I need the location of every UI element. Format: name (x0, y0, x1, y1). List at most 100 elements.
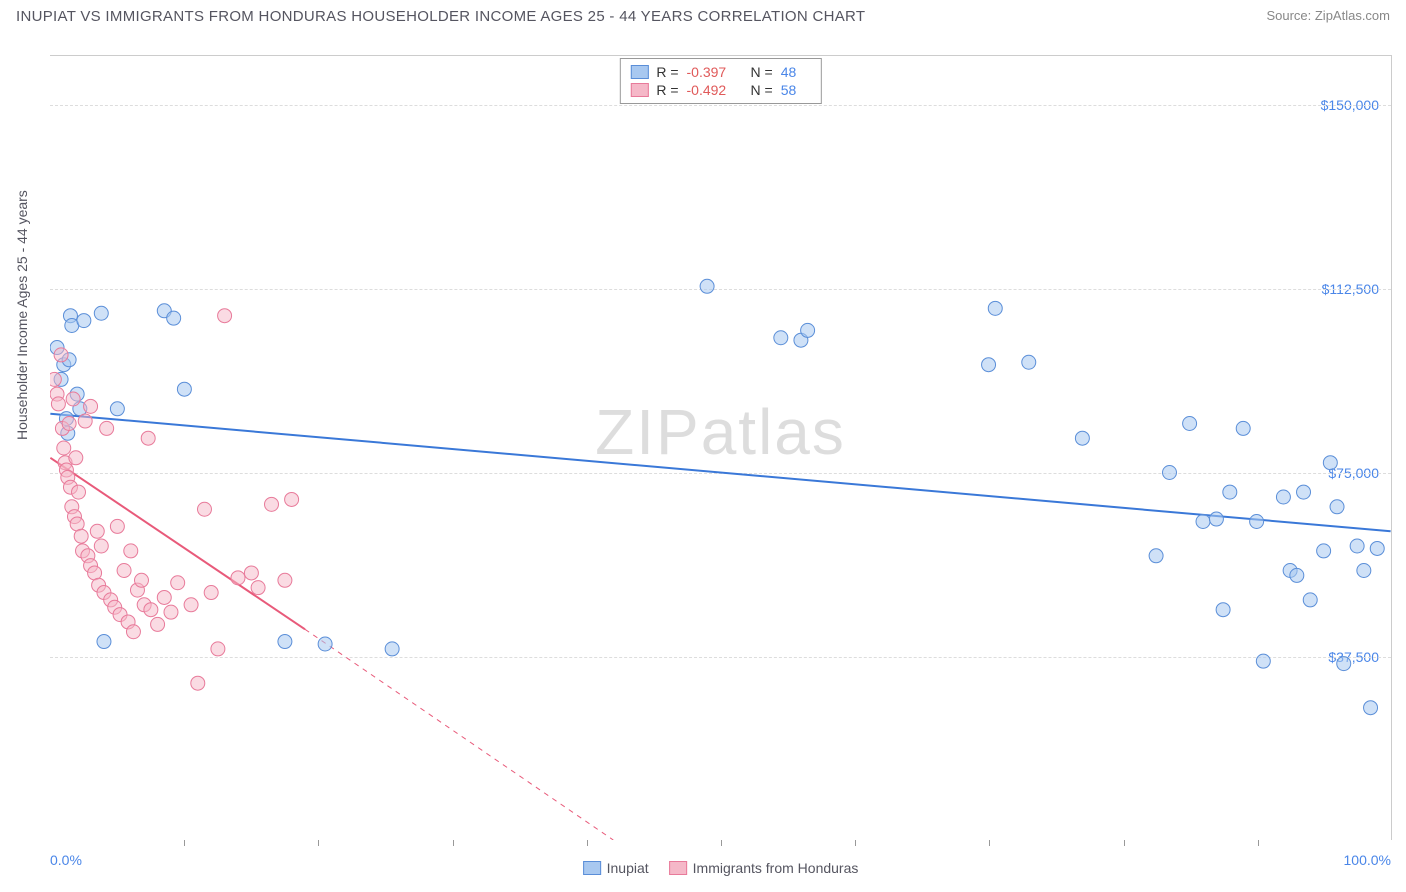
scatter-point (1364, 701, 1378, 715)
scatter-point (144, 603, 158, 617)
scatter-point (1370, 541, 1384, 555)
scatter-point (1149, 549, 1163, 563)
source-prefix: Source: (1266, 8, 1314, 23)
scatter-point (110, 402, 124, 416)
source-attribution: Source: ZipAtlas.com (1266, 8, 1390, 23)
scatter-point (157, 590, 171, 604)
scatter-point (1317, 544, 1331, 558)
series-legend-item: Immigrants from Honduras (669, 860, 859, 876)
scatter-point (57, 441, 71, 455)
x-tick-mark (721, 840, 722, 846)
scatter-point (1330, 500, 1344, 514)
n-label: N = (751, 82, 773, 98)
x-tick-mark (1258, 840, 1259, 846)
scatter-point (84, 399, 98, 413)
scatter-point (74, 529, 88, 543)
scatter-point (151, 617, 165, 631)
scatter-point (78, 414, 92, 428)
scatter-point (1297, 485, 1311, 499)
correlation-legend: R = -0.397 N = 48R = -0.492 N = 58 (619, 58, 821, 104)
x-tick-mark (587, 840, 588, 846)
correlation-legend-row: R = -0.492 N = 58 (630, 81, 810, 99)
scatter-point (171, 576, 185, 590)
legend-swatch (630, 65, 648, 79)
n-value: 58 (781, 82, 811, 98)
x-axis-max-label: 100.0% (1344, 852, 1391, 868)
scatter-point (1075, 431, 1089, 445)
scatter-point (231, 571, 245, 585)
x-tick-mark (453, 840, 454, 846)
scatter-point (318, 637, 332, 651)
scatter-point (117, 564, 131, 578)
scatter-point (164, 605, 178, 619)
scatter-point (1223, 485, 1237, 499)
scatter-point (177, 382, 191, 396)
scatter-point (265, 497, 279, 511)
scatter-point (1323, 456, 1337, 470)
scatter-point (66, 392, 80, 406)
scatter-point (94, 306, 108, 320)
x-tick-mark (318, 840, 319, 846)
scatter-point (141, 431, 155, 445)
scatter-point (1256, 654, 1270, 668)
scatter-point (1209, 512, 1223, 526)
scatter-point (1022, 355, 1036, 369)
trend-line (50, 458, 305, 630)
scatter-point (218, 309, 232, 323)
scatter-point (184, 598, 198, 612)
scatter-point (1290, 568, 1304, 582)
scatter-point (72, 485, 86, 499)
scatter-point (90, 524, 104, 538)
scatter-point (211, 642, 225, 656)
scatter-point (1303, 593, 1317, 607)
scatter-point (1250, 515, 1264, 529)
scatter-point (197, 502, 211, 516)
scatter-plot-svg (50, 56, 1391, 840)
series-legend-label: Inupiat (607, 860, 649, 876)
scatter-point (1163, 466, 1177, 480)
scatter-point (51, 397, 65, 411)
r-value: -0.397 (687, 64, 743, 80)
scatter-point (1216, 603, 1230, 617)
r-value: -0.492 (687, 82, 743, 98)
source-link[interactable]: ZipAtlas.com (1315, 8, 1390, 23)
scatter-point (988, 301, 1002, 315)
scatter-point (285, 492, 299, 506)
scatter-point (278, 635, 292, 649)
series-legend-item: Inupiat (583, 860, 649, 876)
scatter-point (167, 311, 181, 325)
x-tick-mark (989, 840, 990, 846)
scatter-point (124, 544, 138, 558)
scatter-point (97, 635, 111, 649)
r-label: R = (656, 64, 678, 80)
series-legend: Inupiat Immigrants from Honduras (583, 860, 859, 876)
scatter-point (251, 581, 265, 595)
scatter-point (100, 421, 114, 435)
scatter-point (1183, 417, 1197, 431)
y-axis-label: Householder Income Ages 25 - 44 years (14, 190, 30, 440)
scatter-point (1357, 564, 1371, 578)
trend-line (50, 414, 1390, 532)
scatter-point (126, 625, 140, 639)
chart-title: INUPIAT VS IMMIGRANTS FROM HONDURAS HOUS… (16, 8, 865, 25)
scatter-point (385, 642, 399, 656)
correlation-legend-row: R =-0.397N =48 (630, 63, 810, 81)
scatter-point (1236, 421, 1250, 435)
scatter-point (69, 451, 83, 465)
scatter-point (982, 358, 996, 372)
scatter-point (774, 331, 788, 345)
x-tick-mark (855, 840, 856, 846)
scatter-point (278, 573, 292, 587)
scatter-point (62, 417, 76, 431)
r-label: R = (656, 82, 678, 98)
scatter-point (801, 323, 815, 337)
series-legend-label: Immigrants from Honduras (693, 860, 859, 876)
scatter-point (1196, 515, 1210, 529)
legend-swatch (630, 83, 648, 97)
n-value: 48 (781, 64, 811, 80)
x-tick-mark (184, 840, 185, 846)
scatter-point (204, 586, 218, 600)
legend-swatch (583, 861, 601, 875)
scatter-point (94, 539, 108, 553)
scatter-point (1276, 490, 1290, 504)
